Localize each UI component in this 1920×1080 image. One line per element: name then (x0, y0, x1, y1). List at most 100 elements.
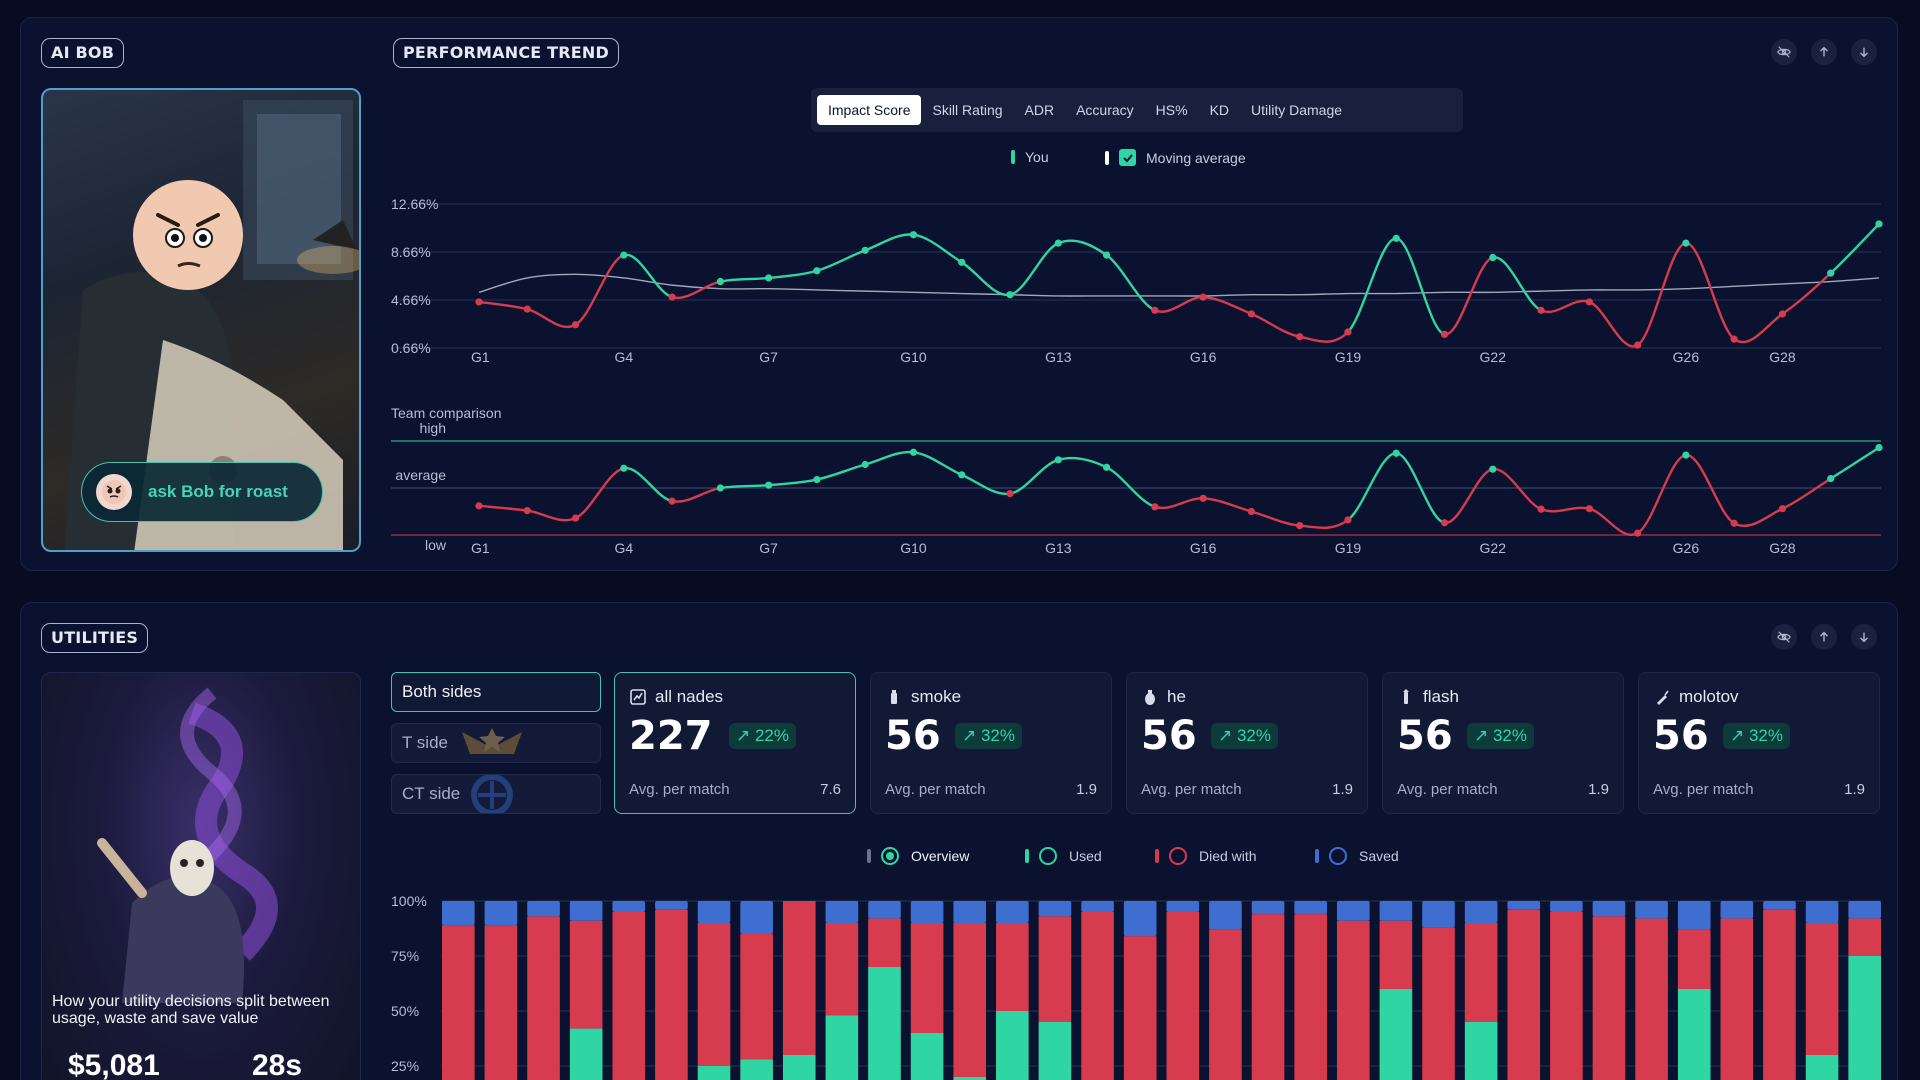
you-data-point (1682, 239, 1690, 247)
bar-saved (697, 901, 731, 923)
move-up-button[interactable] (1811, 624, 1837, 650)
bar-saved (1763, 901, 1796, 910)
you-line-segment (1733, 312, 1784, 344)
bar-used (782, 1055, 816, 1080)
you-line-segment (478, 300, 528, 311)
tab-kd[interactable]: KD (1209, 102, 1230, 118)
bar-saved (484, 901, 518, 926)
side-both-button[interactable]: Both sides (391, 672, 601, 712)
move-down-button[interactable] (1851, 39, 1877, 65)
stat-delta-badge: ↗ 32% (1211, 723, 1278, 749)
you-data-point (1875, 220, 1883, 228)
bar-saved (442, 901, 475, 926)
stat-card-smoke[interactable]: smoke 56 ↗ 32% Avg. per match 1.9 (870, 672, 1112, 814)
stat-card-he[interactable]: he 56 ↗ 32% Avg. per match 1.9 (1126, 672, 1368, 814)
utilities-card-caption: How your utility decisions split between… (52, 993, 330, 1027)
tab-hs-percent[interactable]: HS% (1155, 102, 1188, 118)
you-line-segment (1250, 312, 1300, 338)
legend-moving-average[interactable]: Moving average (1105, 149, 1246, 166)
you-data-point (1296, 333, 1304, 341)
you-data-point (1247, 310, 1256, 318)
utilities-card: How your utility decisions split between… (41, 672, 361, 1080)
team-line-segment (1057, 456, 1108, 469)
x-tick-label: G13 (1045, 349, 1072, 365)
team-data-point (1489, 465, 1497, 473)
bar-used (996, 1011, 1029, 1080)
tab-utility-damage[interactable]: Utility Damage (1251, 102, 1343, 118)
you-line-segment (1685, 241, 1736, 341)
legend-used-label: Used (1069, 848, 1102, 864)
died-with-radio[interactable] (1169, 847, 1187, 865)
legend-died-with[interactable]: Died with (1155, 847, 1257, 865)
legend-used[interactable]: Used (1025, 847, 1102, 865)
you-data-point (716, 277, 724, 286)
you-data-point (813, 267, 821, 275)
tab-adr[interactable]: ADR (1024, 102, 1055, 118)
bar-saved (1720, 901, 1754, 919)
hide-section-button[interactable] (1771, 624, 1797, 650)
team-data-point (1392, 449, 1400, 457)
team-line-segment (1830, 446, 1880, 480)
overview-radio[interactable] (881, 847, 899, 865)
you-data-point (765, 274, 773, 282)
stat-delta-badge: ↗ 32% (1467, 723, 1534, 749)
tab-impact-score[interactable]: Impact Score (817, 95, 922, 125)
bar-saved (1209, 901, 1242, 930)
legend-overview[interactable]: Overview (867, 847, 969, 865)
stat-card-all-nades[interactable]: all nades 227 ↗ 22% Avg. per match 7.6 (614, 672, 856, 814)
you-data-point (1730, 335, 1738, 343)
move-up-button[interactable] (1811, 39, 1837, 65)
bar-died-with (1720, 918, 1754, 1080)
team-line-segment (1154, 497, 1204, 510)
bar-died-with (442, 925, 475, 1080)
team-data-point (1585, 505, 1593, 513)
moving-average-checkbox[interactable] (1119, 149, 1136, 166)
bar-died-with (1805, 923, 1839, 1055)
move-down-button[interactable] (1851, 624, 1877, 650)
tab-accuracy[interactable]: Accuracy (1076, 102, 1134, 118)
bar-saved (1081, 901, 1114, 912)
y-tick-label: 75% (391, 948, 419, 964)
bar-saved (1550, 901, 1583, 912)
bar-saved (655, 901, 688, 910)
team-line-segment (816, 463, 866, 481)
used-radio[interactable] (1039, 847, 1057, 865)
bar-died-with (1592, 916, 1626, 1080)
hide-section-button[interactable] (1771, 39, 1797, 65)
stat-name: flash (1423, 687, 1459, 706)
tab-skill-rating[interactable]: Skill Rating (932, 102, 1003, 118)
stat-delta-badge: ↗ 32% (955, 723, 1022, 749)
you-line-segment (1588, 300, 1639, 348)
legend-you: You (1011, 149, 1049, 165)
bar-saved (996, 901, 1029, 923)
you-line-segment (671, 280, 721, 300)
x-tick-label: G26 (1673, 349, 1700, 365)
you-data-point (1199, 293, 1207, 301)
side-ct-button[interactable]: CT side (391, 774, 601, 814)
bar-died-with (1550, 912, 1583, 1080)
you-data-point (1634, 341, 1642, 349)
team-line-segment (1636, 453, 1687, 535)
bar-saved (953, 901, 987, 923)
x-tick-label: G26 (1673, 540, 1700, 556)
bar-died-with (1294, 914, 1327, 1080)
bar-died-with (1848, 918, 1881, 956)
team-data-point (1440, 519, 1449, 527)
stat-card-flash[interactable]: flash 56 ↗ 32% Avg. per match 1.9 (1382, 672, 1624, 814)
utilities-panel: UTILITIES How your utility decisions spl… (20, 602, 1898, 1080)
legend-saved-label: Saved (1359, 848, 1399, 864)
you-data-point (1344, 328, 1352, 336)
team-data-point (1151, 503, 1159, 511)
bar-saved (1848, 901, 1881, 919)
ask-bob-button[interactable]: ask Bob for roast (81, 462, 323, 522)
legend-saved[interactable]: Saved (1315, 847, 1399, 865)
team-line-segment (720, 483, 769, 490)
stat-card-molotov[interactable]: molotov 56 ↗ 32% Avg. per match 1.9 (1638, 672, 1880, 814)
arrow-down-icon (1860, 47, 1868, 58)
side-t-button[interactable]: T side (391, 723, 601, 763)
you-line-segment (1299, 331, 1349, 343)
saved-radio[interactable] (1329, 847, 1347, 865)
you-line-segment (1347, 237, 1397, 333)
team-line-segment (1733, 507, 1783, 527)
legend-used-swatch (1025, 849, 1029, 863)
